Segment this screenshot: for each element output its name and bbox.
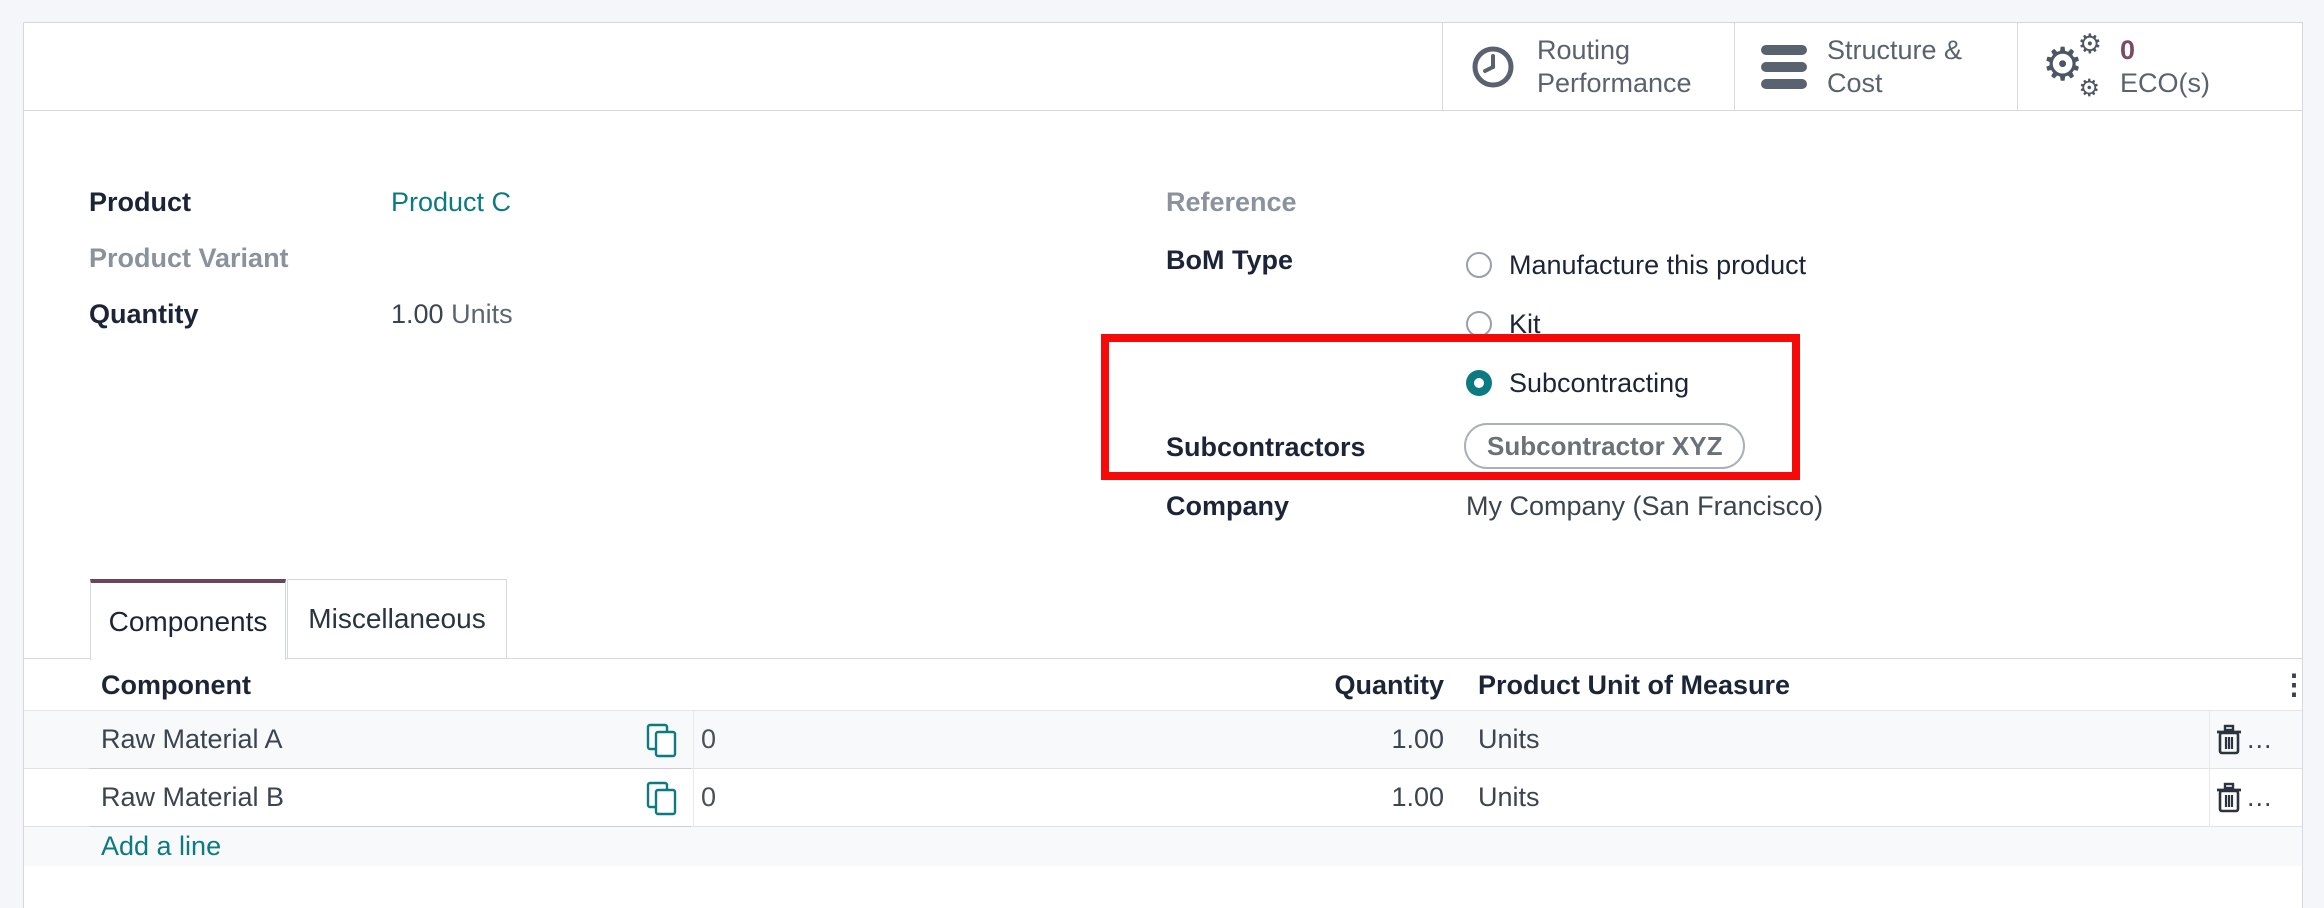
copy-icon[interactable] [644, 722, 680, 758]
company-value[interactable]: My Company (San Francisco) [1466, 491, 1824, 521]
clock-icon [1469, 43, 1517, 91]
routing-performance-label: Routing Performance [1537, 34, 1692, 98]
product-label: Product [89, 187, 192, 217]
tab-components[interactable]: Components [90, 579, 286, 660]
eco-label: 0 ECO(s) [2120, 34, 2210, 98]
row-overflow-ellipsis[interactable]: ... [2247, 782, 2273, 812]
add-line-button[interactable]: Add a line [101, 831, 222, 861]
table-row: Raw Material A 0 1.00 Units [24, 711, 2302, 769]
structure-cost-label: Structure & Cost [1827, 34, 1963, 98]
structure-cost-button[interactable]: Structure & Cost [1734, 23, 2017, 110]
column-header-component[interactable]: Component [101, 670, 251, 700]
form-header-band: Routing Performance Structure & Cost ⚙ ⚙… [24, 23, 2302, 111]
row-overflow-ellipsis[interactable]: ... [2247, 724, 2273, 754]
bom-type-option-kit[interactable]: Kit [1466, 304, 1541, 344]
bars-icon [1761, 44, 1807, 89]
quantity-value[interactable]: 1.00 Units [391, 299, 513, 329]
trash-icon[interactable] [2213, 781, 2245, 815]
eco-button[interactable]: ⚙ ⚙ ⚙ 0 ECO(s) [2017, 23, 2302, 110]
column-separator [693, 711, 694, 827]
trash-icon[interactable] [2213, 723, 2245, 757]
quantity-unit: Units [451, 299, 513, 329]
forecast-count: 0 [701, 724, 717, 754]
gears-icon: ⚙ ⚙ ⚙ [2042, 28, 2102, 102]
bom-type-option-manufacture[interactable]: Manufacture this product [1466, 245, 1806, 285]
quantity-label: Quantity [89, 299, 199, 329]
cell-underline [89, 826, 691, 827]
forecast-count: 0 [701, 782, 717, 812]
quantity-cell[interactable]: 1.00 [1391, 724, 1444, 754]
add-line-row: Add a line [24, 827, 2302, 866]
company-label: Company [1166, 491, 1290, 521]
component-cell[interactable]: Raw Material B [101, 782, 285, 812]
subcontractors-label: Subcontractors [1166, 432, 1366, 462]
tab-miscellaneous[interactable]: Miscellaneous [287, 579, 507, 659]
subcontractor-tag[interactable]: Subcontractor XYZ [1464, 423, 1746, 469]
radio-unchecked-icon [1466, 311, 1492, 337]
product-variant-label: Product Variant [89, 243, 289, 273]
routing-performance-button[interactable]: Routing Performance [1442, 23, 1734, 110]
notebook-tabbar: Components Miscellaneous [24, 579, 2302, 660]
components-table-header: Component Quantity Product Unit of Measu… [24, 659, 2308, 711]
cell-underline [89, 768, 691, 769]
optional-columns-icon[interactable]: ⋮ [2280, 669, 2308, 700]
uom-cell[interactable]: Units [1478, 724, 1540, 754]
copy-icon[interactable] [644, 780, 680, 816]
uom-cell[interactable]: Units [1478, 782, 1540, 812]
bom-type-label: BoM Type [1166, 245, 1293, 275]
component-cell[interactable]: Raw Material A [101, 724, 283, 754]
radio-checked-icon [1466, 370, 1492, 396]
row-actions[interactable]: ... [2213, 769, 2303, 826]
quantity-cell[interactable]: 1.00 [1391, 782, 1444, 812]
bom-type-option-subcontracting[interactable]: Subcontracting [1466, 363, 1689, 403]
table-row: Raw Material B 0 1.00 Units [24, 769, 2302, 827]
column-header-quantity[interactable]: Quantity [1334, 670, 1444, 700]
reference-label: Reference [1166, 187, 1297, 217]
radio-unchecked-icon [1466, 252, 1492, 278]
column-header-uom[interactable]: Product Unit of Measure [1478, 670, 1791, 700]
product-value-link[interactable]: Product C [391, 187, 512, 217]
form-sheet: Routing Performance Structure & Cost ⚙ ⚙… [23, 22, 2308, 908]
column-separator [2209, 711, 2210, 827]
eco-count: 0 [2120, 34, 2136, 65]
row-actions[interactable]: ... [2213, 711, 2303, 768]
